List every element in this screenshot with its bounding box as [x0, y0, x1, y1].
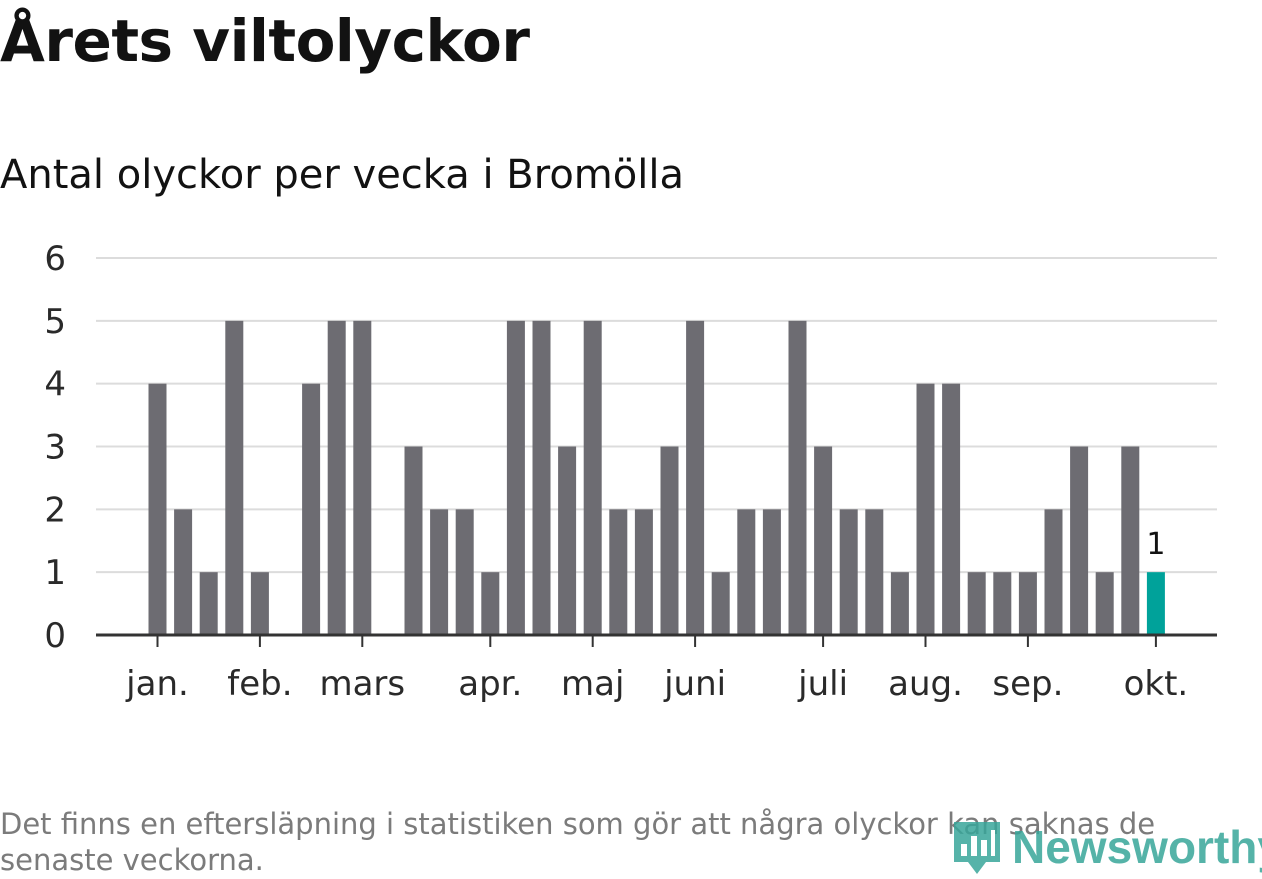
bar	[609, 509, 628, 635]
bar	[455, 509, 474, 635]
bar	[302, 383, 321, 635]
bar	[993, 572, 1012, 635]
chart-subtitle: Antal olyckor per vecka i Bromölla	[0, 152, 684, 198]
y-tick-label: 3	[44, 428, 66, 468]
bar	[481, 572, 500, 635]
bar	[174, 509, 193, 635]
data-labels: 1	[1146, 527, 1165, 562]
bar	[839, 509, 858, 635]
newsworthy-logo: Newsworthy	[952, 818, 1262, 876]
x-tick-label: juli	[797, 664, 848, 704]
bar	[250, 572, 269, 635]
bar	[916, 383, 935, 635]
bar	[353, 320, 372, 635]
bar	[404, 446, 423, 635]
x-tick-label: jan.	[125, 664, 189, 704]
bar	[558, 446, 577, 635]
bar	[967, 572, 986, 635]
bar	[532, 320, 551, 635]
x-tick-label: aug.	[888, 664, 963, 704]
y-tick-label: 6	[44, 239, 66, 279]
bar-chart-logo-icon	[954, 822, 1000, 874]
bars	[148, 320, 1165, 635]
bar	[890, 572, 909, 635]
bar	[660, 446, 679, 635]
bar	[1044, 509, 1063, 635]
y-tick-label: 4	[44, 365, 66, 405]
x-tick-label: okt.	[1124, 664, 1189, 704]
x-tick-label: sep.	[992, 664, 1063, 704]
bar	[942, 383, 961, 635]
y-axis-tick-labels: 0 1 2 3 4 5 6	[44, 239, 66, 656]
y-tick-label: 5	[44, 302, 66, 342]
y-tick-label: 2	[44, 490, 66, 530]
y-tick-label: 0	[44, 616, 66, 656]
grid-lines	[96, 257, 1217, 574]
x-axis-tick-labels: jan. feb. mars apr. maj juni juli aug. sep. okt.	[125, 635, 1188, 704]
bar	[506, 320, 525, 635]
bar	[430, 509, 449, 635]
bar	[225, 320, 244, 635]
bar	[686, 320, 705, 635]
bar	[1095, 572, 1114, 635]
bar	[199, 572, 218, 635]
bar	[634, 509, 653, 635]
data-label: 1	[1146, 527, 1165, 562]
x-tick-label: apr.	[458, 664, 522, 704]
x-tick-label: feb.	[227, 664, 292, 704]
bar	[711, 572, 730, 635]
brand-name: Newsworthy	[1012, 821, 1262, 873]
bar	[865, 509, 884, 635]
bar	[327, 320, 346, 635]
bar-highlight	[1146, 572, 1165, 635]
chart-title: Årets viltolyckor	[0, 7, 530, 75]
bar	[1018, 572, 1037, 635]
bar	[814, 446, 833, 635]
bar	[788, 320, 807, 635]
x-tick-label: juni	[663, 664, 726, 704]
bar-chart: 0 1 2 3 4 5 6 jan. feb. mars apr. maj juni juli aug. s…	[44, 239, 1217, 704]
y-tick-label: 1	[44, 553, 66, 593]
bar	[583, 320, 602, 635]
bar	[1121, 446, 1140, 635]
x-tick-label: mars	[319, 664, 405, 704]
bar	[1070, 446, 1089, 635]
x-tick-label: maj	[561, 664, 624, 704]
bar	[762, 509, 781, 635]
bar	[148, 383, 167, 635]
bar	[737, 509, 756, 635]
